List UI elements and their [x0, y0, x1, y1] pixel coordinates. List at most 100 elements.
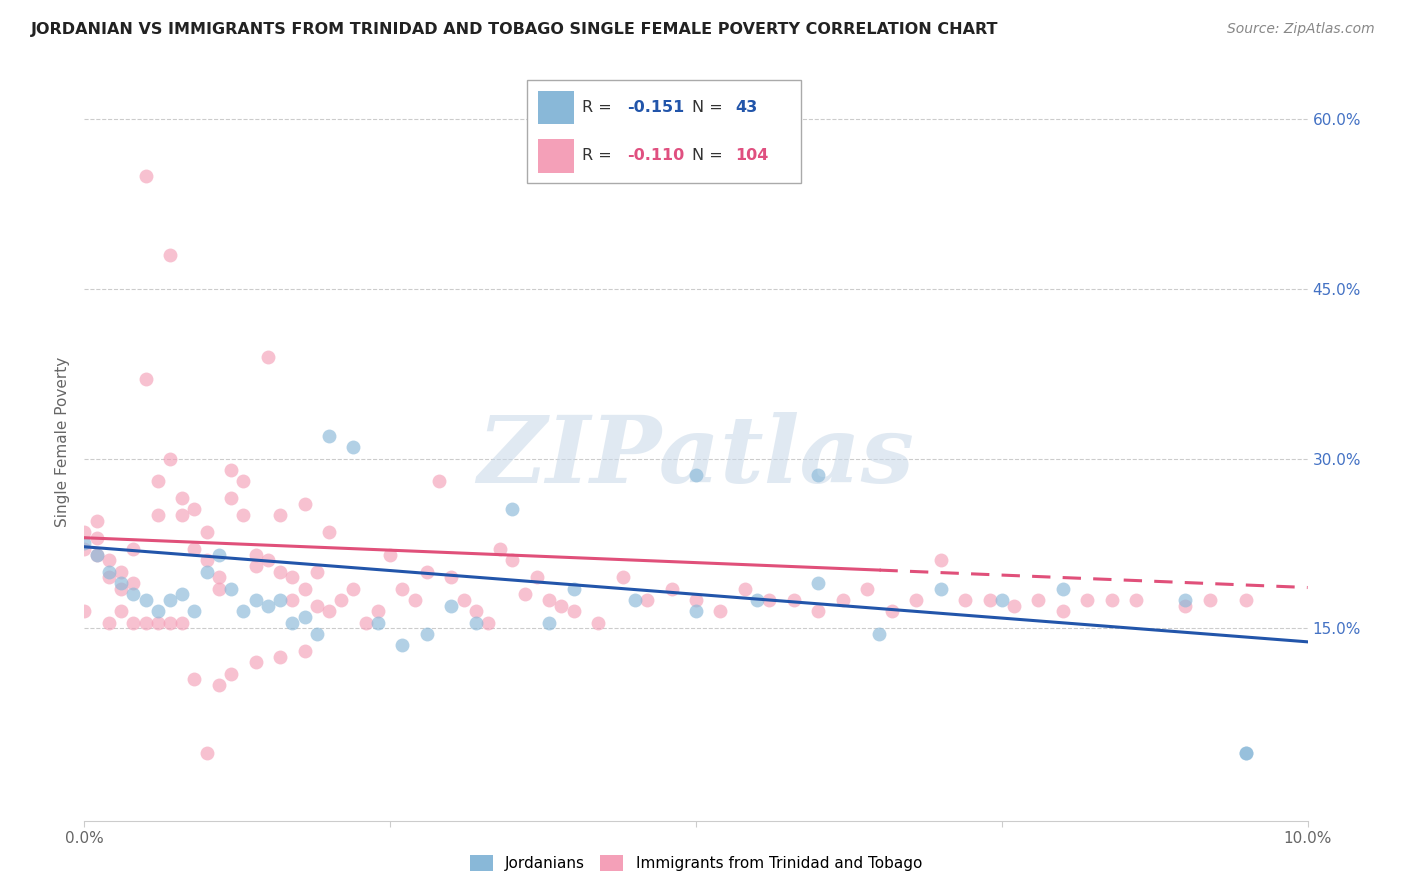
Point	[245, 559, 267, 574]
Point	[453, 593, 475, 607]
Point	[135, 615, 157, 630]
Point	[367, 615, 389, 630]
Point	[257, 599, 280, 613]
Point	[489, 542, 512, 557]
Point	[1002, 599, 1025, 613]
Point	[269, 508, 291, 522]
Point	[110, 576, 132, 591]
Point	[624, 593, 647, 607]
Point	[440, 570, 463, 584]
Point	[1236, 746, 1258, 760]
Point	[905, 593, 928, 607]
FancyBboxPatch shape	[527, 80, 801, 183]
Point	[783, 593, 806, 607]
Bar	[538, 91, 574, 124]
Point	[294, 582, 316, 596]
Point	[354, 615, 377, 630]
Point	[159, 248, 181, 262]
Legend: Jordanians, Immigrants from Trinidad and Tobago: Jordanians, Immigrants from Trinidad and…	[464, 849, 928, 878]
Point	[586, 615, 609, 630]
Text: 43: 43	[735, 100, 758, 115]
Point	[991, 593, 1014, 607]
Point	[208, 582, 231, 596]
Point	[281, 593, 304, 607]
Point	[146, 615, 169, 630]
Point	[245, 548, 267, 562]
Point	[172, 508, 194, 522]
Point	[685, 604, 707, 618]
Text: ZIPatlas: ZIPatlas	[478, 412, 914, 501]
Point	[208, 548, 231, 562]
Point	[208, 678, 231, 692]
Point	[294, 644, 316, 658]
Point	[404, 593, 426, 607]
Point	[1174, 599, 1197, 613]
Text: N =: N =	[692, 100, 728, 115]
Point	[232, 508, 254, 522]
Point	[146, 508, 169, 522]
Point	[807, 468, 830, 483]
Point	[661, 582, 683, 596]
Point	[380, 548, 402, 562]
Point	[929, 582, 952, 596]
Point	[526, 570, 548, 584]
Point	[245, 593, 267, 607]
Point	[146, 474, 169, 488]
Point	[758, 593, 780, 607]
Point	[1236, 593, 1258, 607]
Point	[427, 474, 450, 488]
Text: Source: ZipAtlas.com: Source: ZipAtlas.com	[1227, 22, 1375, 37]
Point	[172, 615, 194, 630]
Point	[550, 599, 572, 613]
Point	[208, 570, 231, 584]
Point	[1174, 593, 1197, 607]
Point	[1052, 582, 1074, 596]
Point	[219, 582, 242, 596]
Point	[305, 565, 328, 579]
Point	[183, 672, 205, 686]
Point	[685, 468, 707, 483]
Point	[135, 169, 157, 183]
Point	[219, 491, 242, 505]
Point	[97, 553, 120, 567]
Point	[195, 565, 218, 579]
Point	[232, 474, 254, 488]
Point	[747, 593, 769, 607]
Point	[869, 627, 891, 641]
Point	[502, 502, 524, 516]
Point	[195, 553, 218, 567]
Point	[219, 666, 242, 681]
Point	[122, 576, 145, 591]
Point	[464, 604, 486, 618]
Point	[183, 542, 205, 557]
Point	[1125, 593, 1147, 607]
Point	[477, 615, 499, 630]
Point	[979, 593, 1001, 607]
Point	[172, 491, 194, 505]
Point	[953, 593, 976, 607]
Text: JORDANIAN VS IMMIGRANTS FROM TRINIDAD AND TOBAGO SINGLE FEMALE POVERTY CORRELATI: JORDANIAN VS IMMIGRANTS FROM TRINIDAD AN…	[31, 22, 998, 37]
Text: -0.151: -0.151	[627, 100, 685, 115]
Point	[183, 502, 205, 516]
Point	[685, 593, 707, 607]
Point	[562, 582, 585, 596]
Point	[135, 593, 157, 607]
Point	[1076, 593, 1098, 607]
Point	[305, 599, 328, 613]
Point	[734, 582, 756, 596]
Point	[709, 604, 731, 618]
Point	[110, 604, 132, 618]
Point	[281, 615, 304, 630]
Point	[538, 593, 561, 607]
Point	[122, 542, 145, 557]
Point	[305, 627, 328, 641]
Point	[1101, 593, 1123, 607]
Text: R =: R =	[582, 100, 617, 115]
Point	[464, 615, 486, 630]
Point	[257, 553, 280, 567]
Point	[257, 350, 280, 364]
Point	[502, 553, 524, 567]
Point	[880, 604, 903, 618]
Point	[269, 593, 291, 607]
Point	[159, 615, 181, 630]
